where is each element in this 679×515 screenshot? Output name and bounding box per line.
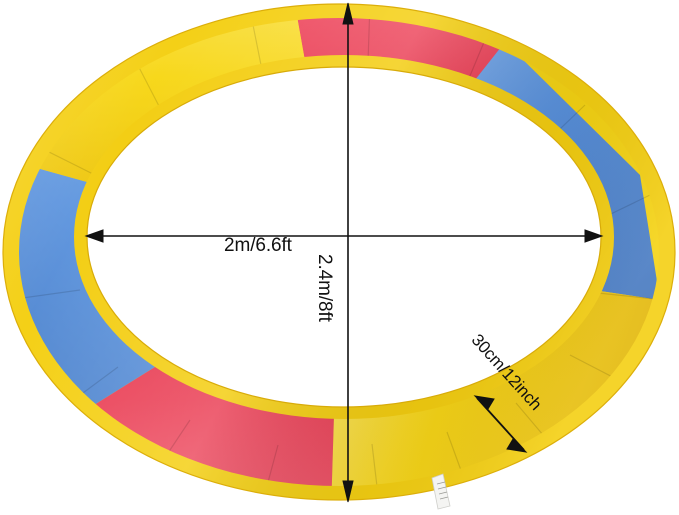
width-dimension-label: 2m/6.6ft (224, 235, 292, 256)
height-dimension-arrow (342, 2, 354, 503)
height-dimension-label: 2.4m/8ft (314, 254, 335, 322)
width-dimension-arrow (84, 229, 604, 243)
depth-dimension-arrow (473, 395, 528, 453)
dimension-annotations (84, 2, 604, 503)
pad-inner-outline (86, 66, 602, 408)
pad-outer-outline (2, 3, 676, 501)
care-label-tag (431, 473, 451, 510)
